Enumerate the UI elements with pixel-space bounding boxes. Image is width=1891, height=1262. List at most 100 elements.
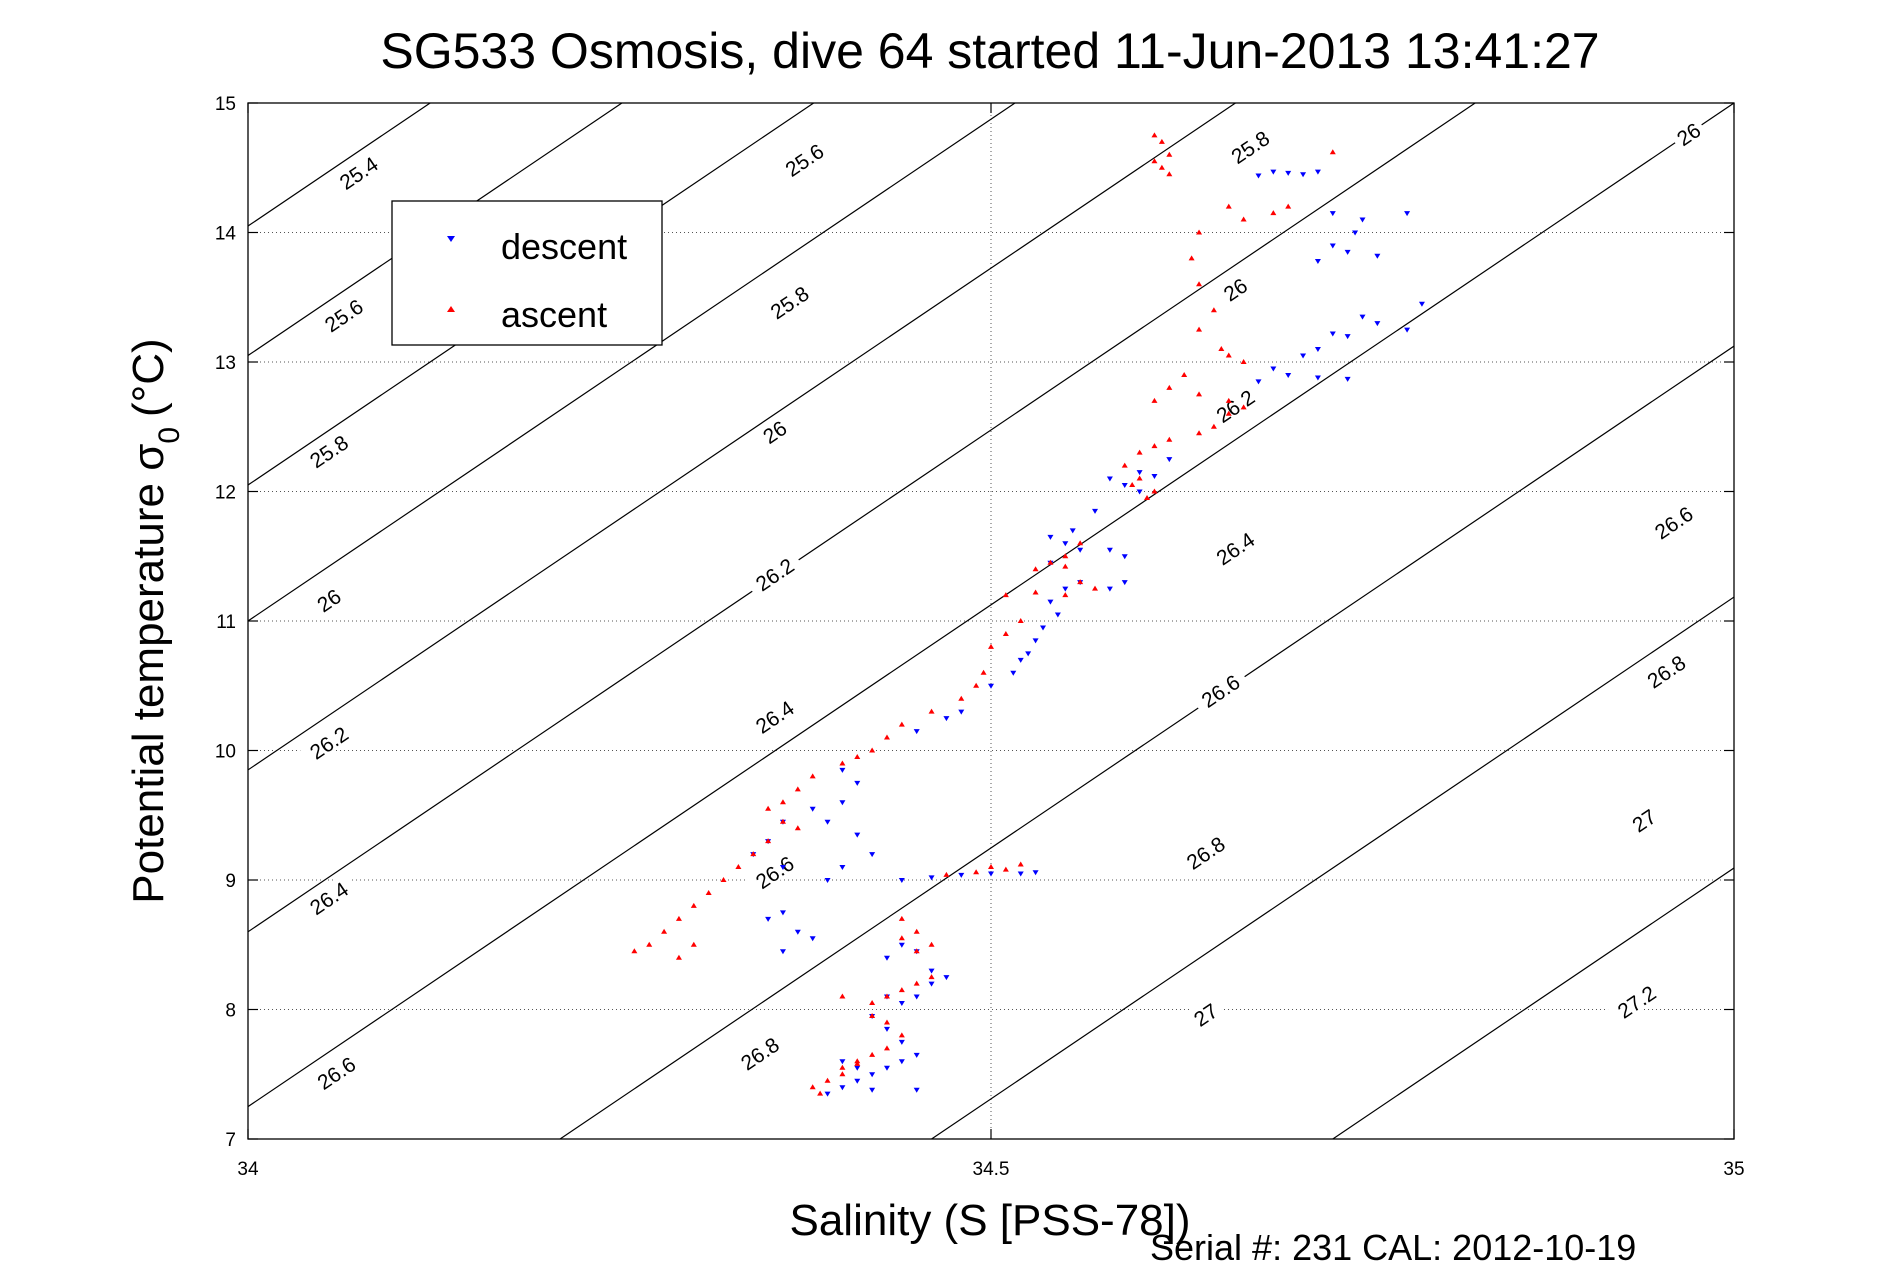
contour-label-bg (1636, 645, 1695, 696)
descent-point (824, 878, 831, 883)
ascent-point (1270, 210, 1277, 216)
descent-point (1329, 331, 1336, 337)
ascent-point (1329, 149, 1336, 155)
descent-point (779, 949, 786, 955)
contour-label-group: 26.4 (1205, 522, 1264, 573)
ascent-point (1210, 423, 1217, 429)
contour-label-group: 26 (308, 581, 348, 617)
ascent-point (973, 682, 980, 688)
contour-line (248, 103, 1237, 771)
descent-point (928, 981, 935, 987)
descent-point (898, 1059, 905, 1065)
ascent-point (765, 838, 772, 844)
ascent-point (794, 786, 801, 792)
ascent-point (1092, 585, 1099, 591)
descent-point (1314, 375, 1321, 381)
ascent-point (824, 1077, 831, 1083)
ascent-point (1240, 216, 1247, 222)
contour-label-bg (744, 548, 804, 598)
descent-point (1010, 670, 1017, 676)
descent-point (898, 878, 905, 883)
descent-point (869, 1087, 876, 1093)
ascent-point (675, 954, 682, 960)
descent-point (1151, 473, 1158, 479)
ascent-point (898, 987, 905, 993)
descent-point (913, 729, 920, 735)
y-tick-label: 8 (225, 1001, 236, 1022)
ascent-point (631, 948, 638, 954)
ascent-point (883, 1019, 890, 1025)
contour-label-group: 26.4 (744, 690, 804, 741)
descent-point (928, 968, 935, 974)
y-axis-ticks: 7 8 9 10 11 12 13 14 15 (215, 94, 1734, 1151)
descent-point (1374, 253, 1381, 259)
contour-line (248, 103, 1477, 933)
descent-point (1032, 870, 1039, 876)
y-tick-label: 10 (215, 742, 236, 763)
contour-label-bg (754, 412, 794, 449)
contour-label-bg (1185, 995, 1225, 1032)
descent-point (839, 865, 846, 871)
ascent-point (928, 941, 935, 947)
descent-point (1040, 625, 1047, 631)
contour-label-group: 26 (754, 412, 794, 449)
ascent-point (1166, 436, 1173, 442)
ascent-point (883, 1045, 890, 1051)
descent-point (988, 871, 994, 877)
ascent-point (854, 1060, 861, 1066)
ascent-point (898, 721, 905, 727)
ascent-point (928, 974, 935, 980)
contour-label-bg (1215, 270, 1254, 307)
contour-label-group: 26 (1215, 270, 1254, 307)
contour-label-bg (1190, 664, 1250, 715)
x-tick-label: 35 (1723, 1159, 1744, 1180)
ascent-point (1017, 618, 1024, 623)
y-tick-label: 13 (215, 353, 236, 374)
contour-label-bg (1606, 975, 1666, 1026)
ascent-point (1218, 346, 1225, 352)
ascent-point (898, 915, 905, 921)
descent-point (1054, 612, 1061, 618)
contour-line (1332, 867, 1734, 1139)
contour-label-group: 27.2 (1606, 975, 1666, 1026)
ascent-point (1151, 443, 1158, 449)
ascent-point (1166, 151, 1173, 157)
ascent-point (1062, 553, 1069, 559)
ascent-point (973, 869, 980, 875)
descent-point (1344, 376, 1351, 382)
legend-descent-marker (447, 236, 455, 242)
descent-point (869, 852, 876, 858)
descent-point (1047, 599, 1054, 605)
ascent-point (794, 825, 801, 831)
contour-label-group: 27 (1623, 801, 1663, 837)
ascent-point (1032, 566, 1039, 572)
contour-label-group: 25.4 (328, 146, 388, 197)
descent-point (1314, 347, 1321, 353)
ascent-point (839, 760, 846, 766)
descent-point (943, 716, 950, 722)
descent-point (1017, 657, 1024, 663)
contour-label-group: 26 (1668, 114, 1708, 151)
ascent-point (1158, 164, 1165, 170)
ascent-point (1032, 589, 1039, 595)
descent-point (1344, 334, 1351, 340)
ascent-point (913, 948, 920, 954)
descent-point (1374, 321, 1381, 327)
contour-label-bg (759, 276, 819, 327)
ascent-point (1047, 559, 1054, 565)
contour-label-group: 25.8 (1220, 121, 1279, 171)
ascent-point (1129, 482, 1136, 488)
ascent-point (720, 877, 727, 882)
y-tick-label: 9 (225, 871, 236, 892)
descent-point (854, 832, 861, 838)
contour-label-group: 26.2 (744, 548, 804, 598)
ascent-point (1196, 326, 1203, 332)
ascent-point (1151, 488, 1158, 494)
descent-point (1062, 586, 1069, 592)
descent-point (1418, 301, 1425, 307)
y-axis-label-unit: (°C) (124, 338, 173, 417)
ascent-point (1077, 540, 1084, 546)
ascent-point (1225, 410, 1232, 416)
descent-point (1106, 547, 1113, 553)
